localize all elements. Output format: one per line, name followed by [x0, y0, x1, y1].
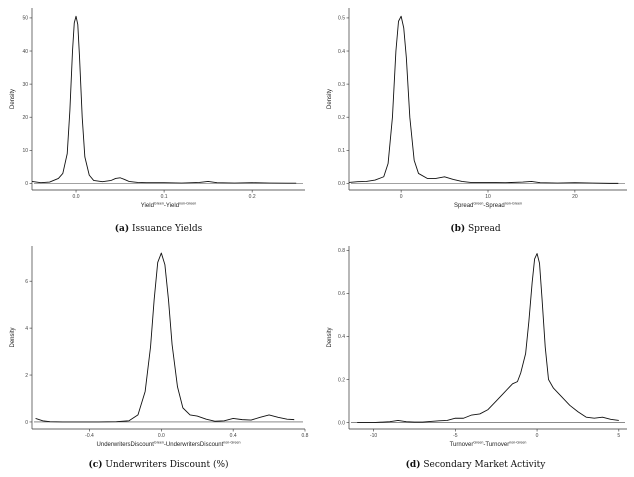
y-tick-label: 6	[25, 279, 28, 285]
y-tick-label: 0.4	[338, 334, 345, 340]
y-tick-label: 0	[25, 181, 28, 187]
x-tick-label: -0.4	[85, 433, 94, 439]
y-axis-title: Density	[10, 89, 16, 109]
chart-panel-c: 0 2 4 6 -0.4 0.0 0.4 0.8 Density UnderwritersDisc…	[0, 240, 317, 477]
x-axis-title: UnderwritersDiscountGreen-UnderwritersDi…	[97, 441, 241, 449]
x-tick-label: 5	[617, 433, 620, 439]
x-tick-label: -5	[453, 433, 458, 439]
density-chart-b: 0.0 0.1 0.2 0.3 0.4 0.5 0 10 20 Density SpreadGree…	[327, 8, 627, 210]
y-tick-label: 0.6	[338, 291, 345, 297]
caption-letter: (a)	[114, 224, 130, 234]
density-line	[357, 253, 619, 423]
y-tick-label: 2	[25, 373, 28, 379]
x-axis-title: SpreadGreen-Spreadnon-Green	[454, 202, 522, 210]
caption-letter: (b)	[450, 224, 466, 234]
density-line	[348, 15, 619, 184]
caption-letter: (c)	[88, 460, 103, 470]
y-tick-label: 40	[22, 49, 28, 55]
x-tick-label: 0.1	[161, 194, 168, 200]
x-tick-label: 0.0	[158, 433, 165, 439]
x-tick-label: -10	[370, 433, 377, 439]
y-tick-label: 0.8	[338, 248, 345, 254]
y-axis-title: Density	[327, 89, 333, 109]
y-tick-label: 0.4	[338, 49, 345, 55]
caption-a: (a) Issuance Yields	[0, 224, 317, 234]
chart-panel-d: 0.0 0.2 0.4 0.6 0.8 -10 -5 0 5 Density TurnoverGre…	[317, 240, 634, 477]
y-tick-label: 0.3	[338, 82, 345, 88]
x-tick-label: 0.0	[73, 194, 80, 200]
density-chart-a: 0 10 20 30 40 50 0.0 0.1 0.2 Density YieldGreen-Yi…	[10, 8, 305, 210]
y-tick-label: 0.2	[338, 115, 345, 121]
caption-text: Underwriters Discount (%)	[105, 460, 229, 470]
x-axis-title: YieldGreen-Yieldnon-Green	[141, 202, 196, 210]
caption-b: (b) Spread	[317, 224, 634, 234]
chart-panel-b: 0.0 0.1 0.2 0.3 0.4 0.5 0 10 20 Density SpreadGree…	[317, 0, 634, 240]
y-tick-label: 0.1	[338, 148, 345, 154]
y-tick-label: 50	[22, 16, 28, 22]
y-tick-label: 0.0	[338, 420, 345, 426]
y-tick-label: 0.5	[338, 16, 345, 22]
density-line	[35, 252, 295, 423]
caption-text: Issuance Yields	[132, 224, 203, 234]
x-axis-title: TurnoverGreen-Turnovernon-Green	[450, 441, 527, 449]
y-tick-label: 0.0	[338, 181, 345, 187]
caption-c: (c) Underwriters Discount (%)	[0, 460, 317, 470]
density-chart-c: 0 2 4 6 -0.4 0.0 0.4 0.8 Density UnderwritersDisc…	[10, 246, 309, 449]
chart-panel-a: 0 10 20 30 40 50 0.0 0.1 0.2 Density YieldGreen-Yi…	[0, 0, 317, 240]
x-tick-label: 0	[536, 433, 539, 439]
x-tick-label: 0.8	[302, 433, 309, 439]
caption-text: Spread	[468, 224, 501, 234]
density-line	[31, 15, 297, 184]
y-tick-label: 0	[25, 420, 28, 426]
y-tick-label: 0.2	[338, 377, 345, 383]
x-tick-label: 0.4	[230, 433, 237, 439]
x-tick-label: 10	[485, 194, 491, 200]
caption-text: Secondary Market Activity	[423, 460, 546, 470]
y-axis-title: Density	[327, 327, 333, 347]
y-tick-label: 10	[22, 148, 28, 154]
y-tick-label: 30	[22, 82, 28, 88]
x-tick-label: 0.2	[249, 194, 256, 200]
x-tick-label: 20	[572, 194, 578, 200]
caption-d: (d) Secondary Market Activity	[317, 460, 634, 470]
caption-letter: (d)	[405, 460, 421, 470]
y-tick-label: 20	[22, 115, 28, 121]
density-chart-d: 0.0 0.2 0.4 0.6 0.8 -10 -5 0 5 Density TurnoverGre…	[327, 246, 627, 449]
x-tick-label: 0	[400, 194, 403, 200]
y-tick-label: 4	[25, 326, 28, 332]
y-axis-title: Density	[10, 327, 16, 347]
